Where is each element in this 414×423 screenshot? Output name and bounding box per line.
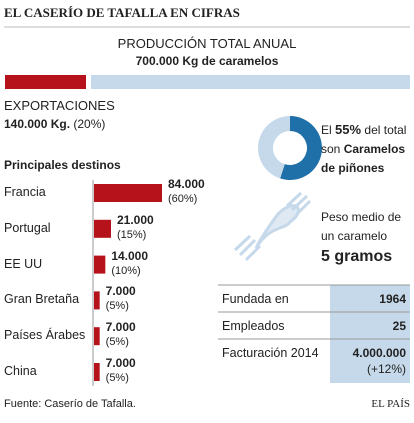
category-label: Francia [4, 185, 46, 199]
bar [94, 255, 106, 274]
bar [94, 291, 100, 310]
pie-slice [258, 116, 290, 179]
value-label: 14.000 [111, 248, 149, 263]
table-label: Empleados [222, 319, 285, 333]
value-label: 55% [335, 122, 362, 137]
table-label: Fundada en [222, 292, 289, 306]
table-value: 1964 [379, 292, 406, 306]
share-label: (5%) [105, 372, 129, 384]
value-label: 140.000 Kg. [4, 117, 71, 131]
category-label: Gran Bretaña [4, 292, 80, 307]
title: EL CASERÍO DE TAFALLA EN CIFRAS [4, 5, 240, 20]
share-label: (20%) [73, 117, 106, 131]
bar [94, 184, 162, 202]
value-label: 7.000 [105, 284, 136, 299]
category-label: Portugal [4, 220, 51, 235]
credit: EL PAÍS [371, 398, 410, 410]
category-label: EE UU [4, 256, 43, 271]
share-label: (15%) [117, 228, 147, 241]
weight-value: 5 gramos [321, 248, 393, 265]
category-label: China [4, 364, 37, 378]
share-label: (5%) [105, 300, 129, 313]
value-label: 7.000 [105, 356, 136, 370]
value-column [330, 285, 410, 383]
series-name: EXPORTACIONES [4, 98, 115, 113]
bar [94, 327, 100, 346]
share-label: (60%) [168, 193, 198, 205]
bar [94, 363, 100, 381]
caption-text: del total son [321, 123, 407, 156]
weight-label: Peso medio de un caramelo [321, 210, 402, 243]
value-label: 21.000 [117, 212, 154, 227]
source: Fuente: Caserío de Tafalla. [4, 398, 136, 410]
pie-caption: El 55% del total son Caramelos de piñone… [321, 120, 413, 178]
caption-text: El [321, 123, 332, 137]
value-label: 7.000 [105, 320, 136, 335]
pie-slice [280, 116, 322, 180]
caption-highlight: Caramelos de piñones [321, 142, 406, 175]
bar-segment [5, 75, 86, 89]
chart-title: Principales destinos [4, 158, 121, 172]
share-label: (5%) [105, 336, 129, 349]
table-label: Facturación 2014 [222, 346, 319, 360]
bar-segment [91, 75, 410, 89]
chart-title: PRODUCCIÓN TOTAL ANUAL [117, 36, 297, 51]
table-value: 25 [392, 319, 406, 333]
bar [94, 219, 111, 238]
value-label: 84.000 [168, 177, 205, 191]
share-label: (10%) [111, 264, 141, 277]
table-note: (+12%) [366, 362, 406, 376]
category-label: Países Árabes [4, 328, 86, 343]
candy-icon [233, 191, 312, 262]
table-value: 4.000.000 [352, 346, 406, 360]
chart-subtitle: 700.000 Kg de caramelos [135, 54, 279, 68]
export-label: 140.000 Kg. (20%) [4, 117, 105, 131]
